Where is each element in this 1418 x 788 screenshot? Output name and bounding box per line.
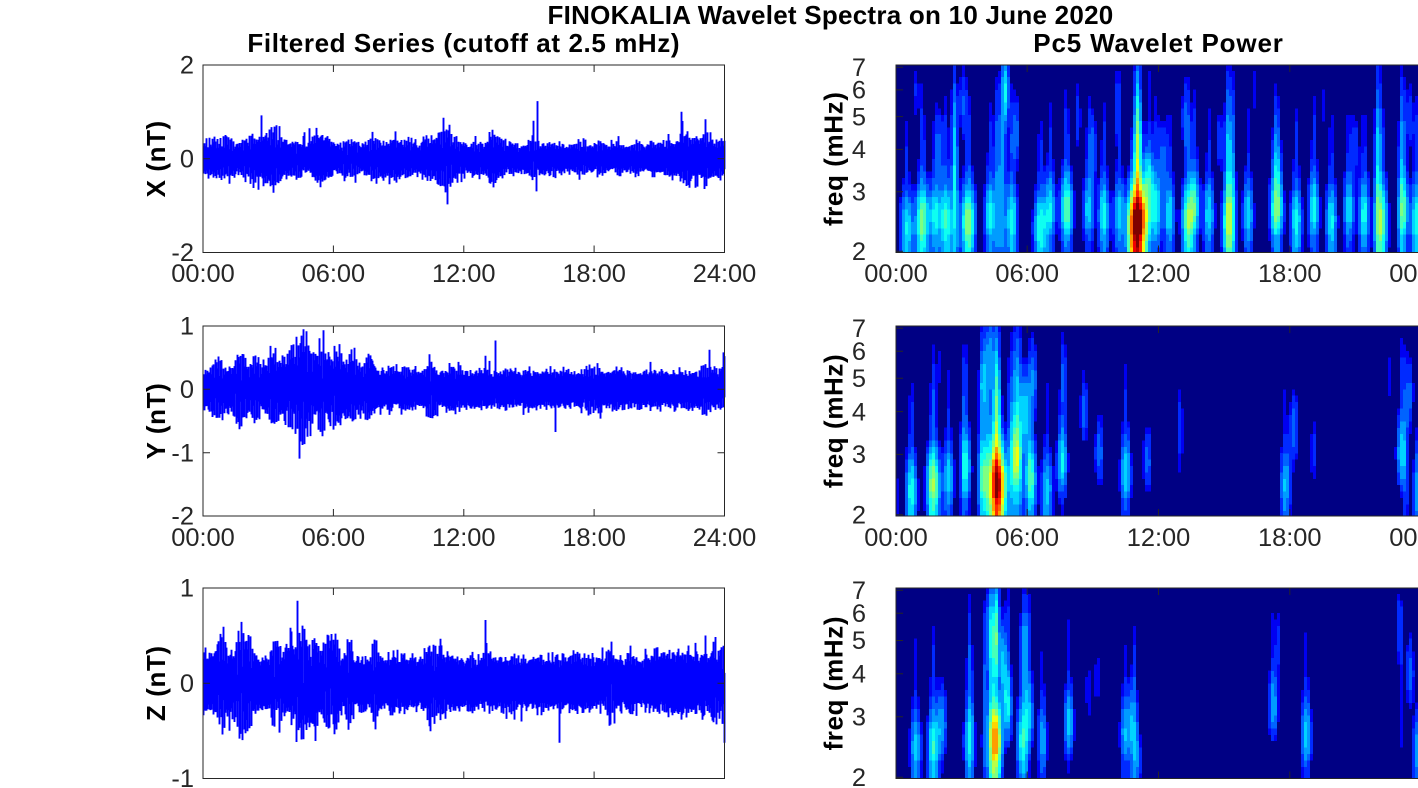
svg-text:5: 5	[852, 627, 866, 655]
svg-text:freq (mHz): freq (mHz)	[819, 616, 849, 751]
svg-text:12:00: 12:00	[1127, 524, 1191, 552]
svg-text:12:00: 12:00	[1127, 260, 1191, 288]
svg-text:18:00: 18:00	[562, 524, 626, 552]
svg-text:00:00: 00:00	[1389, 524, 1418, 552]
svg-text:0: 0	[180, 670, 194, 698]
svg-text:-1: -1	[171, 765, 194, 788]
svg-text:Y (nT): Y (nT)	[141, 383, 171, 460]
svg-text:06:00: 06:00	[995, 524, 1059, 552]
svg-text:4: 4	[852, 136, 866, 164]
svg-text:5: 5	[852, 103, 866, 131]
svg-text:06:00: 06:00	[995, 260, 1059, 288]
svg-text:00:00: 00:00	[864, 260, 928, 288]
svg-text:24:00: 24:00	[693, 260, 757, 288]
svg-text:6: 6	[852, 600, 866, 628]
svg-text:7: 7	[852, 54, 866, 82]
svg-text:X (nT): X (nT)	[141, 120, 171, 197]
svg-text:4: 4	[852, 398, 866, 426]
svg-text:3: 3	[852, 703, 866, 731]
svg-text:3: 3	[852, 441, 866, 469]
svg-text:06:00: 06:00	[302, 260, 366, 288]
svg-text:7: 7	[852, 577, 866, 605]
svg-text:00:00: 00:00	[1389, 260, 1418, 288]
svg-text:1: 1	[180, 313, 194, 341]
svg-text:18:00: 18:00	[1258, 260, 1322, 288]
svg-text:2: 2	[180, 52, 194, 80]
svg-text:2: 2	[852, 764, 866, 788]
svg-text:18:00: 18:00	[562, 260, 626, 288]
svg-text:0: 0	[180, 145, 194, 173]
svg-text:5: 5	[852, 365, 866, 393]
svg-text:12:00: 12:00	[432, 260, 496, 288]
svg-text:freq (mHz): freq (mHz)	[819, 92, 849, 227]
svg-text:3: 3	[852, 178, 866, 206]
svg-text:06:00: 06:00	[302, 524, 366, 552]
svg-text:Filtered Series (cutoff at 2.5: Filtered Series (cutoff at 2.5 mHz)	[247, 28, 680, 58]
svg-text:18:00: 18:00	[1258, 524, 1322, 552]
svg-text:-1: -1	[171, 439, 194, 467]
svg-text:7: 7	[852, 315, 866, 343]
svg-text:24:00: 24:00	[693, 524, 757, 552]
svg-text:Pc5 Wavelet Power: Pc5 Wavelet Power	[1033, 28, 1283, 58]
svg-text:12:00: 12:00	[432, 524, 496, 552]
svg-text:FINOKALIA Wavelet Spectra on 1: FINOKALIA Wavelet Spectra on 10 June 202…	[547, 0, 1113, 30]
svg-text:0: 0	[180, 376, 194, 404]
svg-text:00:00: 00:00	[864, 524, 928, 552]
svg-text:4: 4	[852, 661, 866, 689]
svg-text:6: 6	[852, 338, 866, 366]
svg-text:2: 2	[852, 502, 866, 530]
svg-text:6: 6	[852, 77, 866, 105]
svg-text:00:00: 00:00	[171, 524, 235, 552]
svg-text:1: 1	[180, 575, 194, 603]
svg-text:00:00: 00:00	[171, 260, 235, 288]
svg-text:-2: -2	[171, 503, 194, 531]
svg-text:freq (mHz): freq (mHz)	[819, 354, 849, 489]
svg-text:Z (nT): Z (nT)	[141, 645, 171, 721]
svg-text:-2: -2	[171, 239, 194, 267]
svg-text:2: 2	[852, 238, 866, 266]
